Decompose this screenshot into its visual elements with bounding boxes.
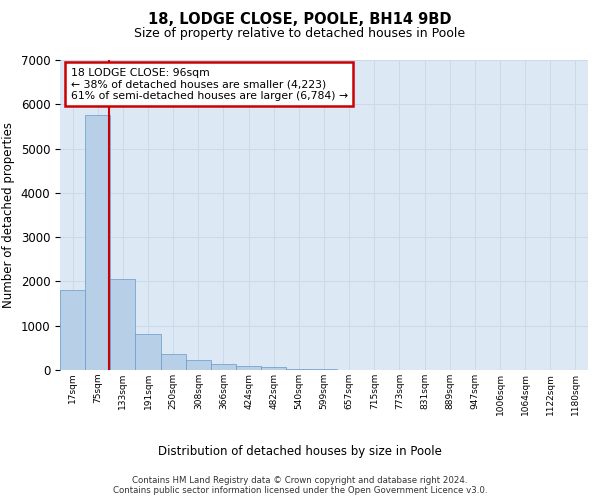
Bar <box>286 368 311 370</box>
Text: Size of property relative to detached houses in Poole: Size of property relative to detached ho… <box>134 28 466 40</box>
Bar <box>60 290 85 370</box>
Bar <box>236 366 261 370</box>
Bar <box>211 364 236 370</box>
Bar <box>110 279 136 370</box>
Bar <box>136 334 161 370</box>
Bar <box>311 369 337 370</box>
Text: 18, LODGE CLOSE, POOLE, BH14 9BD: 18, LODGE CLOSE, POOLE, BH14 9BD <box>148 12 452 28</box>
Bar <box>186 360 211 370</box>
Text: Distribution of detached houses by size in Poole: Distribution of detached houses by size … <box>158 444 442 458</box>
Bar <box>85 116 110 370</box>
Text: 18 LODGE CLOSE: 96sqm
← 38% of detached houses are smaller (4,223)
61% of semi-d: 18 LODGE CLOSE: 96sqm ← 38% of detached … <box>71 68 347 101</box>
Bar <box>161 354 186 370</box>
Text: Contains HM Land Registry data © Crown copyright and database right 2024.
Contai: Contains HM Land Registry data © Crown c… <box>113 476 487 495</box>
Bar <box>261 367 286 370</box>
Y-axis label: Number of detached properties: Number of detached properties <box>2 122 15 308</box>
